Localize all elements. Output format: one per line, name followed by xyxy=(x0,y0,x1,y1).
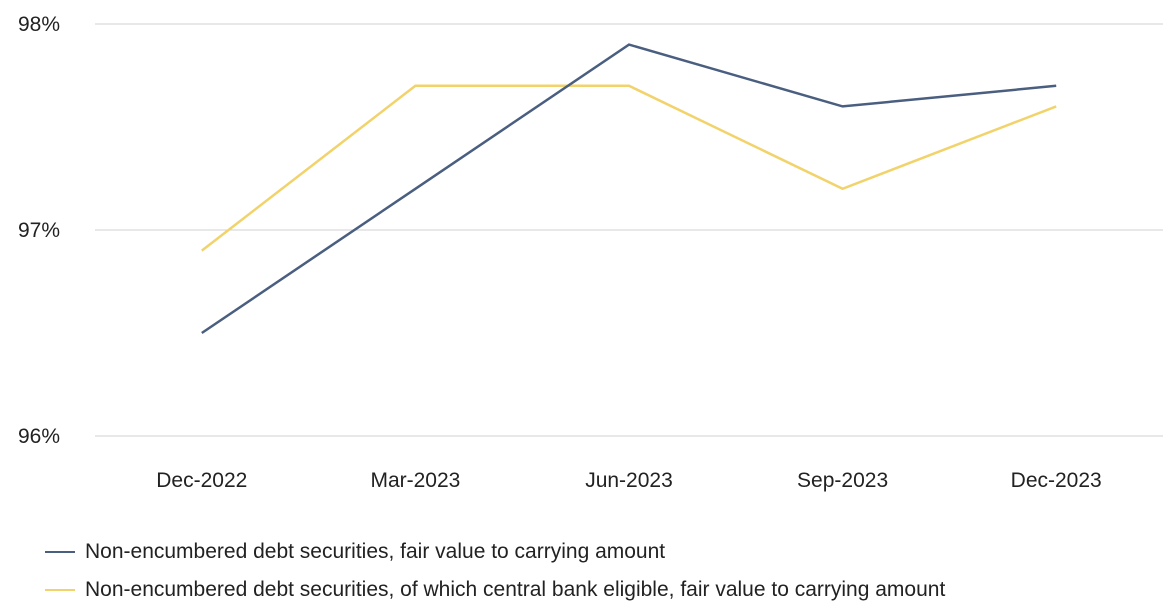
series-line-1 xyxy=(201,43,1057,335)
x-tick-label: Jun-2023 xyxy=(585,469,673,492)
line-chart: 96% 97% 98% Dec-2022 Mar-2023 Jun-2023 Sep-20… xyxy=(18,13,1163,492)
legend-item-series-2: Non-encumbered debt securities, of which… xyxy=(45,571,945,609)
x-tick-label: Mar-2023 xyxy=(370,469,460,492)
legend-swatch-series-2 xyxy=(45,589,75,591)
legend: Non-encumbered debt securities, fair val… xyxy=(45,533,945,609)
series-line-2 xyxy=(201,84,1057,252)
series-lines xyxy=(201,43,1057,335)
gridlines xyxy=(95,23,1163,437)
y-axis-tick-labels: 96% 97% 98% xyxy=(18,13,60,448)
legend-item-series-1: Non-encumbered debt securities, fair val… xyxy=(45,533,945,571)
legend-swatch-series-1 xyxy=(45,551,75,553)
y-tick-label: 96% xyxy=(18,425,60,448)
y-tick-label: 98% xyxy=(18,13,60,36)
x-tick-label: Sep-2023 xyxy=(797,469,888,492)
x-tick-label: Dec-2022 xyxy=(156,469,247,492)
x-axis-tick-labels: Dec-2022 Mar-2023 Jun-2023 Sep-2023 Dec-2023 xyxy=(156,469,1101,492)
legend-label-series-2: Non-encumbered debt securities, of which… xyxy=(85,578,946,601)
x-tick-label: Dec-2023 xyxy=(1011,469,1102,492)
y-tick-label: 97% xyxy=(18,219,60,242)
legend-label-series-1: Non-encumbered debt securities, fair val… xyxy=(85,540,666,563)
